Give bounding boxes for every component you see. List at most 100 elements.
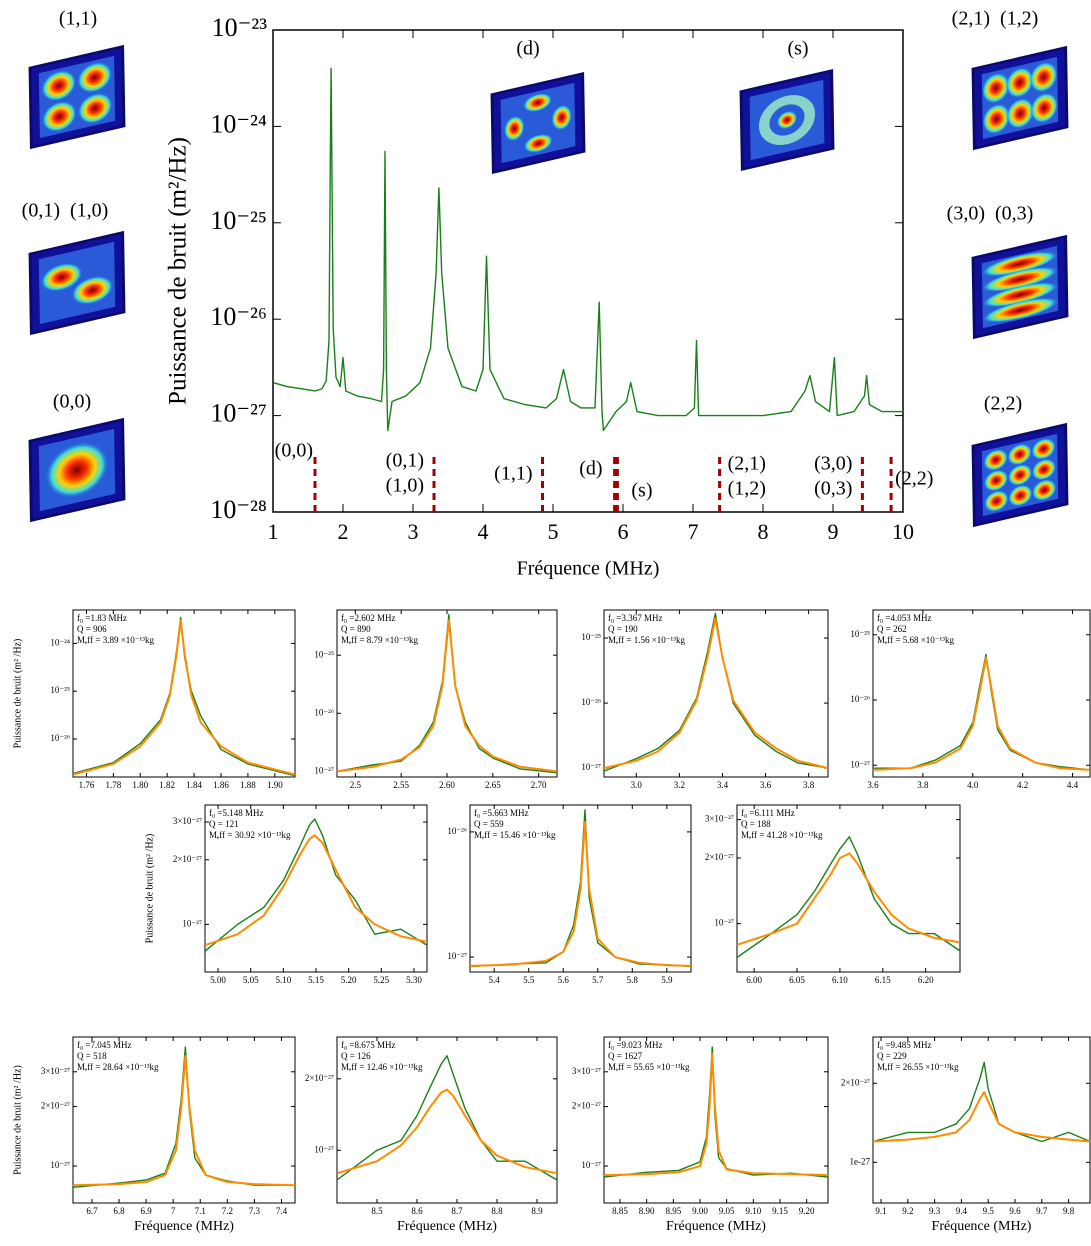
mode-label: (2,2) (984, 393, 1022, 415)
fit-annotation: f₀ =1.83 MHz (77, 613, 127, 623)
mode-lobe (1029, 61, 1058, 93)
fit-annotation: Q = 906 (77, 624, 107, 634)
x-tick-label: 5.05 (243, 975, 259, 985)
mode-lobe (503, 115, 525, 142)
mode-line-label: (0,1) (386, 450, 424, 472)
fit-line (73, 1055, 295, 1187)
plot-frame (272, 29, 904, 513)
x-tick-label: 9.5 (983, 1206, 995, 1216)
x-tick-label: 8.9 (531, 1206, 543, 1216)
mode-image (28, 417, 126, 523)
mode-lobe (76, 61, 113, 94)
mode-lobe (981, 72, 1011, 104)
fit-annotation: f₀ =5.148 MHz (209, 808, 263, 818)
y-tick-label: 10⁻²⁵ (314, 649, 334, 659)
y-tick-label: 10⁻²⁷ (50, 1160, 70, 1170)
y-tick-label: 10⁻²³ (212, 13, 268, 42)
y-tick-label: 10⁻²⁷ (210, 399, 267, 428)
mode-lobe (1007, 443, 1033, 466)
spectrum-line (873, 653, 1090, 771)
mode-lobe (77, 92, 114, 125)
mode-lobe (983, 448, 1009, 472)
x-tick-label: 5 (548, 519, 559, 544)
x-tick-label: 1.88 (240, 780, 256, 790)
x-tick-label: 3.0 (631, 780, 643, 790)
x-tick-label: 6.9 (140, 1206, 152, 1216)
x-tick-label: 6.15 (875, 975, 891, 985)
mode-image (490, 71, 586, 175)
x-tick-label: 2.65 (485, 780, 501, 790)
plot-frame (72, 609, 296, 778)
x-tick-label: 9.00 (692, 1206, 708, 1216)
x-tick-label: 6.7 (86, 1206, 98, 1216)
fit-annotation: f₀ =8.675 MHz (341, 1040, 395, 1050)
mode-lobe (980, 281, 1060, 308)
mode-lobe (70, 275, 114, 306)
y-tick-label: 10⁻²⁷ (714, 918, 734, 928)
fit-annotation: Mₑff = 1.56 ×10⁻¹³kg (608, 635, 685, 645)
x-tick-label: 9.20 (799, 1206, 815, 1216)
fit-annotation: Mₑff = 26.55 ×10⁻¹³kg (877, 1062, 959, 1072)
y-axis-label: Puissance de bruit (m² /Hz) (144, 834, 155, 944)
x-tick-label: 8.7 (451, 1206, 463, 1216)
mode-lobe (983, 489, 1010, 513)
fit-line (873, 1091, 1090, 1143)
x-tick-label: 5.5 (523, 975, 535, 985)
spectrum-line (873, 1061, 1090, 1143)
y-tick-label: 10⁻²⁶ (850, 694, 870, 704)
mode-label: (2,1) (1,2) (952, 8, 1039, 30)
x-tick-label: 4 (478, 519, 489, 544)
mode-lobe (1030, 437, 1057, 461)
y-tick-label: 1e-27 (850, 1156, 871, 1166)
mode-image (28, 230, 126, 336)
mode-line-label: (1,0) (386, 475, 424, 497)
spectrum-line (737, 836, 960, 958)
mode-lobe (41, 100, 78, 133)
y-tick-label: 10⁻²⁷ (314, 765, 334, 775)
x-tick-label: 6.8 (113, 1206, 125, 1216)
mode-label: (3,0) (0,3) (947, 203, 1034, 225)
mode-lobe (1031, 458, 1057, 481)
x-tick-label: 3.2 (674, 780, 685, 790)
plot-frame (336, 1036, 558, 1204)
x-tick-label: 5.15 (308, 975, 324, 985)
x-tick-label: 8 (758, 519, 769, 544)
fit-annotation: Mₑff = 8.79 ×10⁻¹³kg (341, 635, 418, 645)
mode-image (28, 44, 126, 150)
x-tick-label: 5.25 (373, 975, 389, 985)
x-tick-label: 6.20 (918, 975, 934, 985)
x-tick-label: 9.10 (745, 1206, 761, 1216)
spectrum-line (604, 612, 828, 772)
mode-line-label: (1,1) (494, 463, 532, 485)
fit-annotation: f₀ =6.111 MHz (741, 808, 795, 818)
x-tick-label: 8.85 (612, 1206, 628, 1216)
x-tick-label: 3.8 (803, 780, 815, 790)
plate-field (500, 82, 576, 164)
x-tick-label: 7.3 (249, 1206, 261, 1216)
mode-line-label: (3,0) (814, 453, 852, 475)
spectrum-line (273, 67, 903, 432)
x-tick-label: 10 (892, 519, 914, 544)
x-tick-label: 5.30 (406, 975, 422, 985)
x-tick-label: 2 (338, 519, 349, 544)
y-tick-label: 3×10⁻²⁷ (41, 1066, 70, 1076)
x-tick-label: 8.5 (371, 1206, 383, 1216)
mode-lobe (982, 103, 1011, 135)
y-tick-label: 2×10⁻²⁷ (572, 1101, 601, 1111)
fit-annotation: Mₑff = 41.28 ×10⁻¹³kg (741, 830, 823, 840)
y-tick-label: 10⁻²⁵ (850, 629, 870, 639)
y-tick-label: 3×10⁻²⁷ (705, 814, 734, 824)
fit-annotation: Mₑff = 12.46 ×10⁻¹³kg (341, 1062, 423, 1072)
fit-annotation: Q = 890 (341, 624, 371, 634)
y-tick-label: 10⁻²⁷ (850, 759, 870, 769)
fit-annotation: Q = 559 (474, 819, 504, 829)
y-tick-label: 10⁻²⁵ (210, 206, 267, 235)
y-tick-label: 2×10⁻²⁷ (173, 854, 202, 864)
mode-lobe (1007, 463, 1033, 487)
mode-image (971, 45, 1069, 151)
y-tick-label: 10⁻²⁶ (210, 302, 267, 331)
x-tick-label: 7 (688, 519, 699, 544)
mode-lobe (983, 469, 1009, 492)
fit-annotation: Mₑff = 30.92 ×10⁻¹³kg (209, 830, 291, 840)
fit-annotation: Q = 188 (741, 819, 771, 829)
